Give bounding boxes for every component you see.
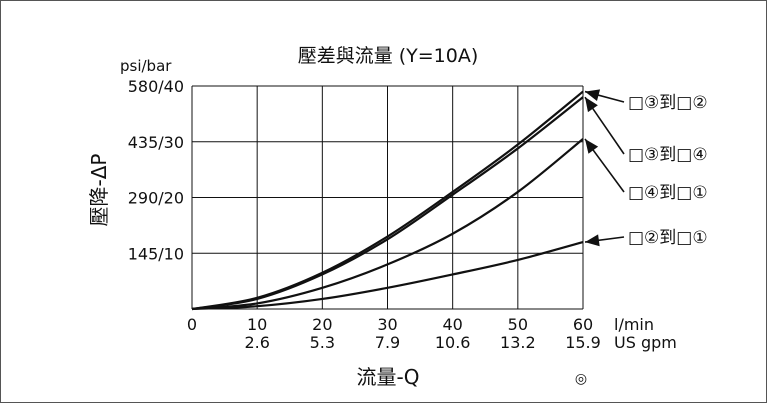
- y-tick-label: 435/30: [128, 133, 184, 152]
- legend-arrow-head: [585, 89, 601, 101]
- x-tick-label: 20: [312, 315, 332, 334]
- y-axis-label: 壓降-ΔP: [87, 154, 111, 227]
- x-tick-label-secondary: 2.6: [244, 333, 269, 352]
- legend-entry: □③到□②: [628, 93, 708, 113]
- x-tick-label-secondary: 10.6: [435, 333, 471, 352]
- x-unit-primary: l/min: [614, 315, 654, 334]
- x-unit-secondary: US gpm: [614, 333, 677, 352]
- legend-entry: □④到□①: [628, 183, 708, 203]
- x-tick-label: 30: [377, 315, 397, 334]
- y-tick-label: 145/10: [128, 244, 184, 263]
- x-tick-label-secondary: 7.9: [375, 333, 400, 352]
- x-tick-label-secondary: 15.9: [565, 333, 601, 352]
- legend-arrow-head: [585, 138, 599, 154]
- y-tick-label: 580/40: [128, 77, 184, 96]
- series-line: [191, 241, 584, 311]
- legend-leaders: [584, 89, 625, 247]
- x-tick-label: 0: [187, 315, 197, 334]
- y-tick-label: 290/20: [128, 189, 184, 208]
- grid-lines: [191, 85, 584, 310]
- x-tick-label: 10: [247, 315, 267, 334]
- legend-entry: □③到□④: [628, 145, 708, 165]
- footnote-symbol: ◎: [575, 371, 587, 387]
- legend: □③到□② □③到□④ □④到□① □②到□①: [628, 93, 708, 248]
- series-line: [191, 96, 584, 311]
- legend-entry: □②到□①: [628, 228, 708, 248]
- x-tick-label: 60: [573, 315, 593, 334]
- series-lines: [191, 90, 584, 311]
- chart-title: 壓差與流量 (Y=10A): [298, 45, 479, 67]
- x-axis-label: 流量-Q: [357, 365, 420, 389]
- tick-labels: 0 10 20 30 40 50 60 2.6 5.3 7.9 10.6 13.2 15.9 145/10…: [128, 77, 601, 352]
- x-tick-label-secondary: 13.2: [500, 333, 536, 352]
- y-unit-label: psi/bar: [120, 57, 172, 75]
- series-line: [191, 138, 584, 311]
- x-tick-label: 50: [508, 315, 528, 334]
- x-tick-label: 40: [442, 315, 462, 334]
- x-tick-label-secondary: 5.3: [310, 333, 335, 352]
- legend-arrow-head: [585, 97, 598, 113]
- legend-arrow-head: [585, 234, 600, 247]
